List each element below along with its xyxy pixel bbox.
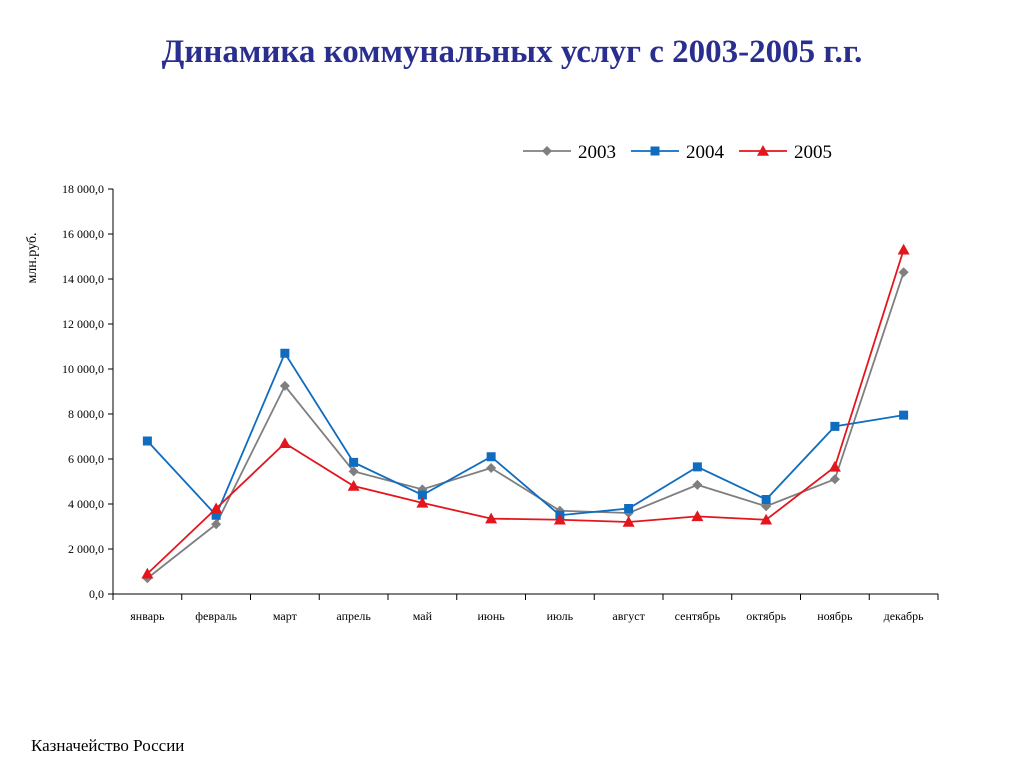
x-tick-label: июнь [477, 609, 505, 623]
data-point-2004 [280, 348, 290, 358]
data-point-2003 [211, 519, 222, 530]
data-point-2004 [830, 421, 840, 431]
series-2005 [141, 243, 910, 579]
x-tick-label: октябрь [746, 609, 786, 623]
data-point-2003 [829, 474, 840, 485]
slide-title: Динамика коммунальных услуг с 2003-2005 … [161, 34, 863, 70]
x-tick-label: март [273, 609, 298, 623]
data-point-2005 [897, 243, 910, 255]
legend-marker-2005 [757, 145, 769, 156]
x-tick-label: май [413, 609, 433, 623]
data-point-2004 [349, 457, 359, 467]
data-point-2005 [622, 516, 635, 527]
y-tick-label: 12 000,0 [62, 317, 104, 331]
data-point-2005 [141, 567, 154, 579]
legend-marker-2004 [650, 146, 660, 156]
data-point-2003 [692, 479, 703, 490]
data-point-2003 [486, 463, 497, 473]
chart-series [141, 243, 910, 584]
legend-item-2004: 2004 [631, 142, 725, 163]
data-point-2004 [761, 495, 771, 504]
series-2004 [142, 348, 909, 520]
data-point-2003 [348, 466, 359, 477]
data-point-2005 [278, 437, 291, 449]
legend-marker-2003 [542, 146, 552, 156]
y-tick-label: 6 000,0 [68, 452, 104, 466]
y-tick-label: 10 000,0 [62, 362, 104, 376]
data-point-2005 [691, 510, 704, 522]
legend-label-2005: 2005 [794, 142, 832, 163]
x-tick-label: сентябрь [675, 609, 721, 623]
data-point-2003 [279, 380, 290, 391]
legend-item-2005: 2005 [739, 142, 832, 163]
data-point-2004 [486, 452, 496, 462]
data-point-2005 [485, 512, 498, 524]
series-line-2003 [146, 271, 905, 579]
data-point-2005 [828, 460, 841, 472]
y-axis-label: млн.руб. [25, 232, 40, 283]
data-point-2004 [899, 410, 909, 420]
data-point-2004 [692, 462, 702, 472]
data-point-2005 [416, 496, 429, 508]
x-tick-label: февраль [195, 609, 237, 623]
data-point-2004 [417, 490, 427, 500]
y-tick-label: 8 000,0 [68, 407, 104, 421]
y-tick-label: 4 000,0 [68, 497, 104, 511]
x-tick-label: январь [130, 609, 165, 623]
series-line-2005 [146, 249, 905, 575]
data-point-2004 [142, 436, 152, 446]
chart-legend: 2003 2004 2005 [523, 142, 832, 163]
x-tick-label: апрель [336, 609, 371, 623]
data-point-2004 [624, 504, 634, 513]
data-point-2004 [211, 510, 221, 520]
data-point-2003 [898, 267, 909, 278]
legend-label-2004: 2004 [686, 142, 725, 163]
y-tick-label: 18 000,0 [62, 182, 104, 196]
data-point-2005 [347, 480, 360, 491]
legend-label-2003: 2003 [578, 142, 616, 163]
legend-item-2003: 2003 [523, 142, 616, 163]
chart-axes: 0,0 2 000,0 4 000,0 6 000,0 8 000,0 10 000,0 1… [62, 182, 939, 623]
x-tick-label: декабрь [884, 609, 925, 623]
y-tick-label: 2 000,0 [68, 542, 104, 556]
x-tick-label: июль [547, 609, 574, 623]
data-point-2005 [760, 513, 773, 525]
x-tick-label: август [612, 609, 645, 623]
y-tick-label: 0,0 [89, 587, 104, 601]
series-2003 [142, 267, 909, 584]
series-line-2004 [146, 351, 904, 517]
x-tick-label: ноябрь [817, 609, 853, 623]
footer-text: Казначейство России [31, 736, 185, 755]
data-point-2005 [553, 513, 566, 525]
y-tick-label: 14 000,0 [62, 272, 104, 286]
data-point-2005 [210, 502, 223, 514]
y-tick-label: 16 000,0 [62, 227, 104, 241]
